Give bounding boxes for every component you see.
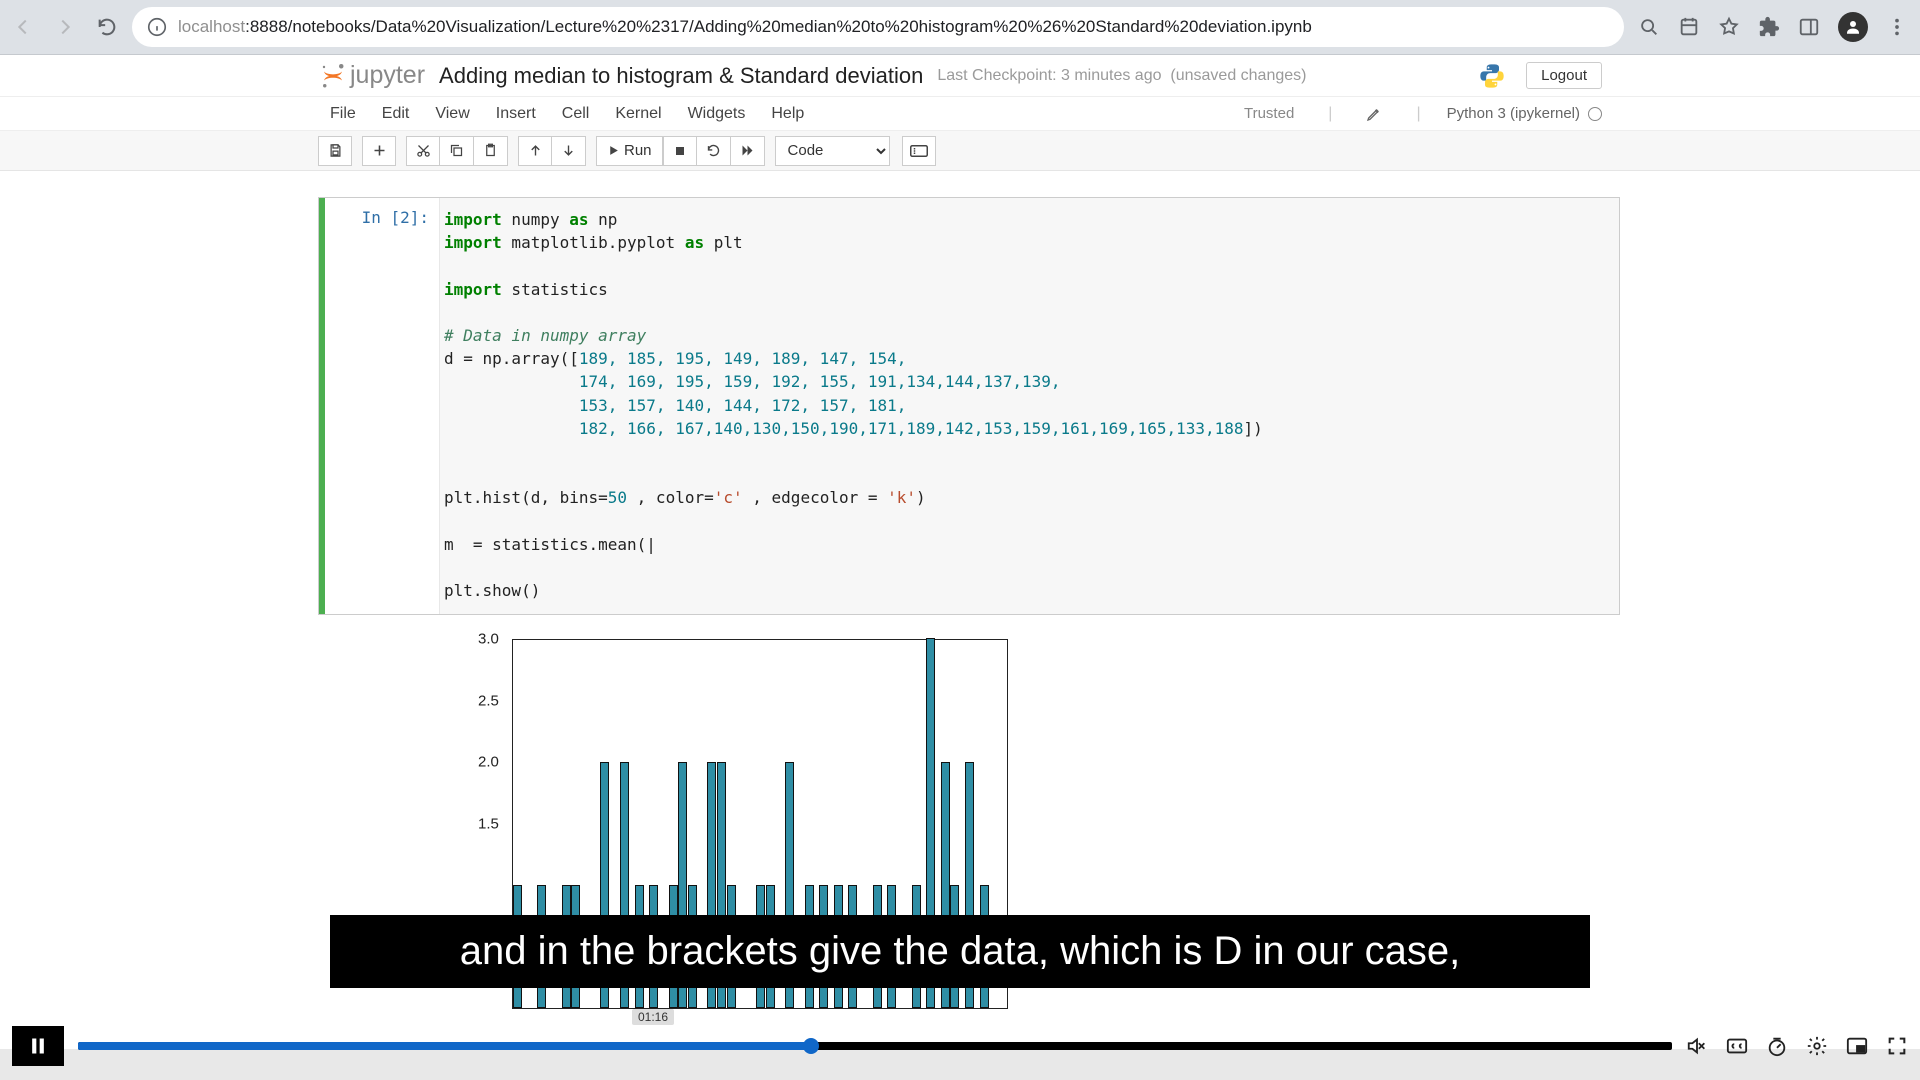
move-down-button[interactable] bbox=[552, 136, 586, 166]
progress-bar[interactable] bbox=[78, 1042, 1672, 1050]
mute-icon[interactable] bbox=[1686, 1035, 1708, 1057]
code-editor[interactable]: import numpy as np import matplotlib.pyp… bbox=[439, 198, 1619, 614]
code-cell[interactable]: In [2]: import numpy as np import matplo… bbox=[318, 197, 1620, 615]
menu-help[interactable]: Help bbox=[771, 105, 804, 123]
bookmark-icon[interactable] bbox=[1718, 16, 1740, 38]
url-text: localhost:8888/notebooks/Data%20Visualiz… bbox=[178, 17, 1312, 37]
python-logo-icon bbox=[1478, 62, 1506, 90]
person-icon bbox=[1844, 18, 1862, 36]
run-button[interactable]: Run bbox=[596, 136, 663, 166]
trusted-indicator[interactable]: Trusted bbox=[1244, 105, 1294, 122]
add-cell-button[interactable] bbox=[362, 136, 396, 166]
restart-run-all-button[interactable] bbox=[731, 136, 765, 166]
menu-kernel[interactable]: Kernel bbox=[615, 105, 661, 123]
save-button[interactable] bbox=[318, 136, 352, 166]
video-controls bbox=[12, 1020, 1908, 1072]
input-prompt: In [2]: bbox=[319, 198, 439, 614]
jupyter-logo[interactable]: jupyter bbox=[318, 61, 425, 91]
command-palette-button[interactable] bbox=[902, 136, 936, 166]
copy-button[interactable] bbox=[440, 136, 474, 166]
jupyter-logo-icon bbox=[318, 61, 348, 91]
back-button[interactable] bbox=[6, 10, 40, 44]
menu-edit[interactable]: Edit bbox=[382, 105, 410, 123]
y-tick-label: 2.0 bbox=[478, 754, 499, 771]
reload-button[interactable] bbox=[90, 10, 124, 44]
fullscreen-icon[interactable] bbox=[1886, 1035, 1908, 1057]
cut-button[interactable] bbox=[406, 136, 440, 166]
speed-icon[interactable] bbox=[1766, 1035, 1788, 1057]
notebook-header: jupyter Adding median to histogram & Sta… bbox=[0, 55, 1920, 97]
url-bar[interactable]: localhost:8888/notebooks/Data%20Visualiz… bbox=[132, 7, 1624, 47]
kernel-indicator[interactable]: Python 3 (ipykernel) bbox=[1447, 105, 1602, 122]
pause-icon bbox=[28, 1035, 48, 1057]
y-tick-label: 2.5 bbox=[478, 692, 499, 709]
share-icon[interactable] bbox=[1678, 16, 1700, 38]
menu-icon[interactable] bbox=[1886, 16, 1908, 38]
profile-avatar[interactable] bbox=[1838, 12, 1868, 42]
paste-button[interactable] bbox=[474, 136, 508, 166]
pause-button[interactable] bbox=[12, 1026, 64, 1066]
menu-file[interactable]: File bbox=[330, 105, 356, 123]
toolbar: Run Code bbox=[0, 131, 1920, 171]
move-up-button[interactable] bbox=[518, 136, 552, 166]
captions-icon[interactable] bbox=[1726, 1035, 1748, 1057]
site-info-icon bbox=[146, 16, 168, 38]
checkpoint-text: Last Checkpoint: 3 minutes ago (unsaved … bbox=[937, 67, 1306, 85]
kernel-status-icon bbox=[1588, 107, 1602, 121]
cell-type-select[interactable]: Code bbox=[775, 136, 890, 166]
restart-button[interactable] bbox=[697, 136, 731, 166]
logout-button[interactable]: Logout bbox=[1526, 62, 1602, 89]
menu-widgets[interactable]: Widgets bbox=[688, 105, 746, 123]
y-tick-label: 3.0 bbox=[478, 631, 499, 648]
browser-right-icons bbox=[1632, 12, 1914, 42]
menubar: File Edit View Insert Cell Kernel Widget… bbox=[0, 97, 1920, 131]
y-tick-label: 1.5 bbox=[478, 816, 499, 833]
menu-view[interactable]: View bbox=[435, 105, 469, 123]
menu-insert[interactable]: Insert bbox=[496, 105, 536, 123]
sidepanel-icon[interactable] bbox=[1798, 16, 1820, 38]
video-caption: and in the brackets give the data, which… bbox=[330, 915, 1590, 988]
search-icon[interactable] bbox=[1638, 16, 1660, 38]
interrupt-button[interactable] bbox=[663, 136, 697, 166]
browser-toolbar: localhost:8888/notebooks/Data%20Visualiz… bbox=[0, 0, 1920, 55]
extensions-icon[interactable] bbox=[1758, 16, 1780, 38]
settings-icon[interactable] bbox=[1806, 1035, 1828, 1057]
edit-icon[interactable] bbox=[1366, 106, 1382, 122]
notebook-title[interactable]: Adding median to histogram & Standard de… bbox=[439, 63, 923, 89]
menu-cell[interactable]: Cell bbox=[562, 105, 590, 123]
jupyter-logo-text: jupyter bbox=[350, 61, 425, 90]
pip-icon[interactable] bbox=[1846, 1035, 1868, 1057]
forward-button[interactable] bbox=[48, 10, 82, 44]
